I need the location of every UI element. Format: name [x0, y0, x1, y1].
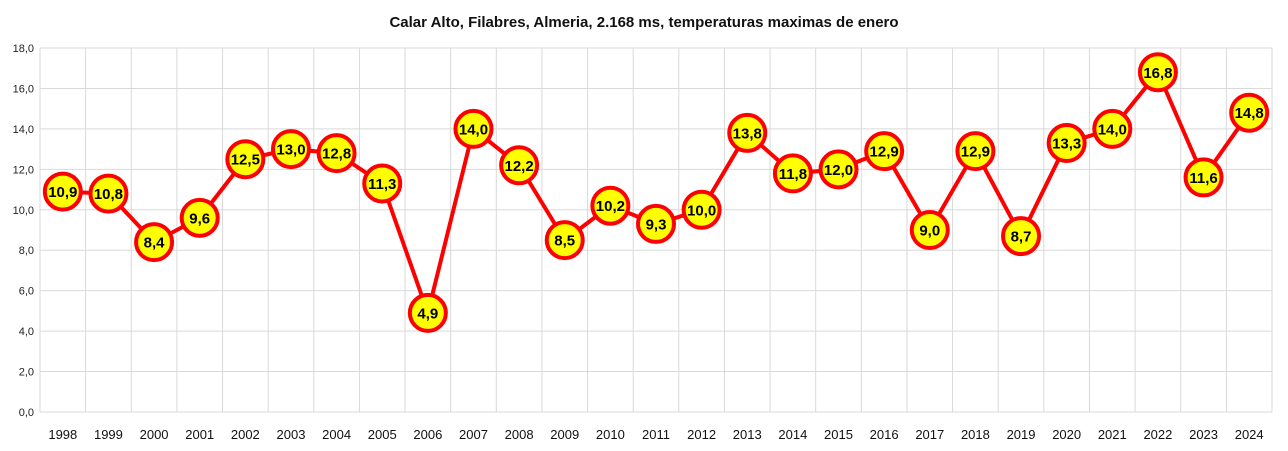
data-label: 16,8: [1143, 65, 1172, 82]
x-tick-label: 2016: [870, 427, 899, 442]
y-tick-label: 2,0: [19, 367, 34, 379]
data-point-marker: [225, 139, 266, 180]
data-point-marker: [270, 129, 311, 170]
x-tick-label: 2003: [277, 427, 306, 442]
data-label: 8,4: [144, 235, 166, 252]
data-point-marker: [1001, 216, 1042, 257]
x-tick-label: 2024: [1235, 427, 1264, 442]
data-point-marker: [407, 292, 448, 333]
data-label: 9,0: [919, 223, 940, 240]
data-label: 11,6: [1189, 170, 1217, 187]
x-tick-label: 2010: [596, 427, 625, 442]
data-point-marker: [590, 185, 631, 226]
data-point-marker: [1229, 92, 1270, 133]
data-point-marker: [179, 197, 220, 238]
y-tick-label: 4,0: [19, 326, 34, 338]
x-tick-label: 2013: [733, 427, 762, 442]
x-tick-label: 2002: [231, 427, 260, 442]
x-tick-label: 2005: [368, 427, 397, 442]
data-point-marker: [864, 131, 905, 172]
data-label: 8,7: [1011, 229, 1032, 246]
x-tick-label: 2018: [961, 427, 990, 442]
data-point-marker: [909, 210, 950, 250]
data-label: 10,9: [48, 184, 77, 201]
y-tick-label: 0,0: [19, 407, 34, 419]
x-tick-label: 2015: [824, 427, 853, 442]
x-tick-label: 2000: [140, 427, 169, 442]
data-label: 12,2: [505, 158, 534, 175]
series-line: [62, 70, 1251, 315]
data-point-marker: [544, 220, 585, 261]
y-tick-label: 12,0: [13, 164, 34, 176]
x-tick-label: 2012: [687, 427, 716, 442]
data-label: 14,8: [1235, 105, 1264, 122]
x-tick-label: 2022: [1143, 427, 1172, 442]
data-point-marker: [1046, 123, 1087, 164]
chart-title: Calar Alto, Filabres, Almeria, 2.168 ms,…: [389, 14, 898, 31]
x-tick-label: 1999: [94, 427, 123, 442]
data-label: 13,0: [276, 142, 305, 159]
y-tick-label: 10,0: [13, 205, 34, 217]
data-point-marker: [1092, 108, 1133, 149]
data-point-marker: [316, 133, 357, 174]
data-label: 8,5: [554, 233, 575, 250]
data-label: 13,3: [1052, 136, 1081, 153]
data-point-marker: [1183, 157, 1224, 198]
data-point-marker: [453, 108, 494, 149]
x-tick-label: 2014: [778, 427, 807, 442]
data-label: 11,8: [779, 166, 807, 183]
data-point-marker: [134, 222, 175, 263]
data-point-marker: [42, 171, 83, 212]
data-label: 10,0: [687, 202, 716, 219]
y-tick-label: 16,0: [13, 83, 34, 95]
x-tick-label: 2006: [413, 427, 442, 442]
y-axis-ticks: 0,0 2,0 4,0 6,0 8,0 10,0 12,0 14,0 16,0 18,0: [13, 43, 34, 419]
x-tick-label: 2021: [1098, 427, 1127, 442]
data-label: 12,9: [961, 144, 990, 161]
x-tick-label: 2023: [1189, 427, 1218, 442]
x-tick-label: 2004: [322, 427, 351, 442]
data-label: 12,8: [322, 146, 351, 163]
data-point-marker: [681, 189, 722, 230]
data-point-marker: [772, 153, 813, 194]
data-point-marker: [636, 203, 676, 244]
data-point-marker: [818, 149, 859, 190]
y-tick-label: 18,0: [13, 43, 34, 55]
y-tick-label: 6,0: [19, 286, 34, 298]
x-tick-label: 2020: [1052, 427, 1081, 442]
x-tick-label: 1998: [48, 427, 77, 442]
x-tick-label: 2001: [185, 427, 214, 442]
x-tick-label: 2011: [642, 427, 670, 442]
data-label: 14,0: [1098, 121, 1127, 138]
data-point-marker: [727, 112, 768, 153]
x-tick-label: 2007: [459, 427, 488, 442]
data-point-marker: [499, 145, 540, 186]
data-label: 13,8: [733, 125, 762, 142]
data-label: 12,9: [870, 144, 899, 161]
x-tick-label: 2008: [505, 427, 534, 442]
data-point-marker: [955, 131, 996, 172]
data-point-marker: [88, 173, 129, 214]
data-label: 14,0: [459, 121, 488, 138]
data-label: 11,3: [368, 176, 396, 193]
data-label: 10,2: [596, 198, 625, 215]
x-tick-label: 2017: [915, 427, 944, 442]
data-point-marker: [1137, 52, 1178, 93]
data-label: 12,0: [824, 162, 853, 179]
data-label: 4,9: [417, 305, 438, 322]
data-label: 10,8: [94, 186, 123, 203]
y-tick-label: 8,0: [19, 245, 34, 257]
x-tick-label: 2019: [1007, 427, 1036, 442]
x-axis-ticks: 1998 1999 2000 2001 2002 2003 2004 2005 2006 2007…: [48, 427, 1263, 442]
data-point-marker: [362, 163, 403, 204]
data-label: 9,6: [189, 210, 210, 227]
data-points: 10,9 10,8 8,4 9,6 12,5 13,0 12,8 11,3 4,9 14,0 12,…: [42, 52, 1270, 333]
y-tick-label: 14,0: [13, 124, 34, 136]
data-label: 12,5: [231, 152, 260, 169]
data-label: 9,3: [646, 216, 667, 233]
x-tick-label: 2009: [550, 427, 579, 442]
